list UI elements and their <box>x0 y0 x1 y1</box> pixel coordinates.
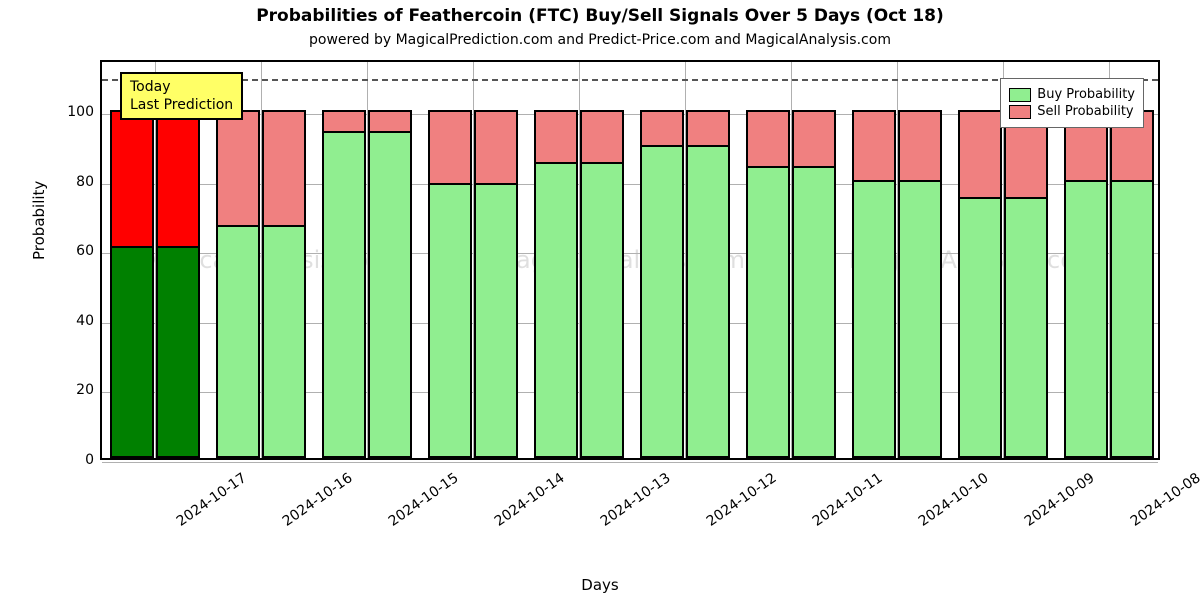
bar-buy <box>686 145 730 458</box>
bar-buy <box>322 131 366 458</box>
ytick-label: 80 <box>76 174 94 190</box>
xtick-label: 2024-10-08 <box>1128 470 1200 530</box>
ytick-label: 20 <box>76 382 94 398</box>
bar-buy <box>216 225 260 458</box>
bar-buy <box>368 131 412 458</box>
chart-subtitle: powered by MagicalPrediction.com and Pre… <box>0 32 1200 48</box>
legend-label: Sell Probability <box>1037 104 1133 119</box>
legend-swatch <box>1009 88 1031 102</box>
xtick-label: 2024-10-15 <box>386 470 462 530</box>
ytick-label: 40 <box>76 313 94 329</box>
ytick-label: 0 <box>85 452 94 468</box>
bar-buy <box>534 162 578 458</box>
xtick-label: 2024-10-13 <box>598 470 674 530</box>
xtick-label: 2024-10-09 <box>1022 470 1098 530</box>
bar-buy <box>898 180 942 458</box>
bar-buy <box>746 166 790 458</box>
bar-buy <box>852 180 896 458</box>
annotation-today: TodayLast Prediction <box>120 72 243 120</box>
bar-buy <box>110 246 154 458</box>
bar-buy <box>262 225 306 458</box>
bar-buy <box>580 162 624 458</box>
ytick-label: 60 <box>76 243 94 259</box>
ytick-label: 100 <box>67 104 94 120</box>
xtick-label: 2024-10-14 <box>492 470 568 530</box>
legend-item: Buy Probability <box>1009 87 1135 102</box>
xtick-label: 2024-10-12 <box>704 470 780 530</box>
xtick-label: 2024-10-16 <box>280 470 356 530</box>
bar-buy <box>958 197 1002 458</box>
bar-buy <box>156 246 200 458</box>
bar-buy <box>1004 197 1048 458</box>
bar-buy <box>1064 180 1108 458</box>
bar-buy <box>1110 180 1154 458</box>
x-axis-label: Days <box>0 576 1200 594</box>
xtick-label: 2024-10-10 <box>916 470 992 530</box>
chart-title: Probabilities of Feathercoin (FTC) Buy/S… <box>0 6 1200 26</box>
xtick-label: 2024-10-11 <box>810 470 886 530</box>
bar-buy <box>640 145 684 458</box>
annotation-line: Today <box>130 78 233 96</box>
annotation-line: Last Prediction <box>130 96 233 114</box>
legend-item: Sell Probability <box>1009 104 1135 119</box>
legend: Buy Probability Sell Probability <box>1000 78 1144 128</box>
plot-area: MagicalAnalysis.comMagicalAnalysis.comMa… <box>100 60 1160 460</box>
y-axis-label: Probability <box>30 181 48 260</box>
legend-label: Buy Probability <box>1037 87 1135 102</box>
bar-buy <box>792 166 836 458</box>
bar-buy <box>428 183 472 458</box>
bar-buy <box>474 183 518 458</box>
xtick-label: 2024-10-17 <box>174 470 250 530</box>
legend-swatch <box>1009 105 1031 119</box>
gridline-h <box>102 462 1158 463</box>
chart-container: Probabilities of Feathercoin (FTC) Buy/S… <box>0 0 1200 600</box>
